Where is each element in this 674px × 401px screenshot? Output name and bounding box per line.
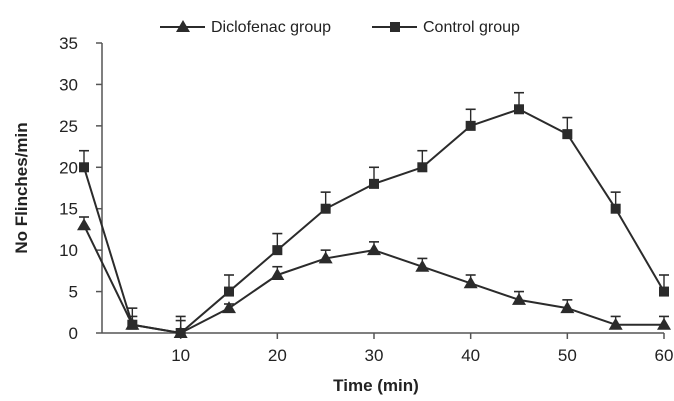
series-diclofenac (77, 216, 671, 338)
y-tick-label: 20 (59, 158, 78, 177)
x-tick-label: 20 (268, 346, 287, 365)
legend-label-diclofenac: Diclofenac group (211, 19, 331, 36)
data-point-square (79, 162, 89, 173)
y-tick-label: 15 (59, 200, 78, 219)
series-layer (77, 91, 671, 338)
series-control (79, 91, 669, 338)
data-point-triangle (77, 218, 91, 231)
data-point-square (224, 286, 234, 297)
data-point-square (417, 162, 428, 173)
data-point-square (465, 120, 476, 131)
y-tick-label: 30 (59, 75, 78, 94)
x-tick-label: 60 (655, 346, 674, 365)
x-ticks: 10 20 30 40 50 60 (171, 333, 673, 365)
legend-label-control: Control group (423, 19, 520, 36)
data-point-square (175, 328, 186, 338)
data-point-triangle (463, 276, 478, 289)
data-point-square (659, 286, 669, 297)
data-point-triangle (318, 251, 333, 264)
data-point-square (272, 245, 283, 256)
data-point-triangle (222, 301, 236, 314)
x-tick-label: 10 (171, 346, 190, 365)
data-point-triangle (608, 317, 623, 330)
y-tick-label: 0 (69, 324, 78, 343)
axes (101, 43, 664, 334)
y-tick-label: 25 (59, 117, 78, 136)
square-marker-icon (390, 22, 400, 32)
data-point-square (514, 104, 524, 115)
legend-item-diclofenac: Diclofenac group (160, 19, 331, 36)
legend: Diclofenac group Control group (160, 19, 520, 36)
legend-item-control: Control group (372, 19, 520, 36)
y-axis-title: No Flinches/min (12, 122, 31, 253)
data-point-square (562, 129, 573, 140)
y-tick-label: 5 (69, 283, 78, 302)
x-axis-title: Time (min) (333, 376, 419, 395)
data-point-triangle (415, 259, 430, 272)
data-point-triangle (657, 317, 671, 330)
data-point-triangle (367, 243, 381, 256)
data-point-triangle (560, 301, 575, 314)
x-tick-label: 50 (558, 346, 577, 365)
data-point-square (320, 203, 331, 214)
data-point-square (127, 319, 138, 330)
data-point-square (610, 203, 621, 214)
x-tick-label: 40 (461, 346, 480, 365)
x-tick-label: 30 (365, 346, 384, 365)
series-line-control (83, 108, 665, 334)
data-point-triangle (512, 292, 526, 305)
data-point-square (369, 178, 379, 189)
y-ticks: 0 5 10 15 20 25 30 35 (59, 34, 102, 343)
data-point-triangle (270, 268, 285, 280)
triangle-marker-icon (176, 20, 190, 32)
y-tick-label: 35 (59, 34, 78, 53)
y-tick-label: 10 (59, 241, 78, 260)
